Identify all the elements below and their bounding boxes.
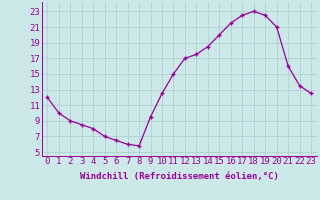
X-axis label: Windchill (Refroidissement éolien,°C): Windchill (Refroidissement éolien,°C): [80, 172, 279, 181]
